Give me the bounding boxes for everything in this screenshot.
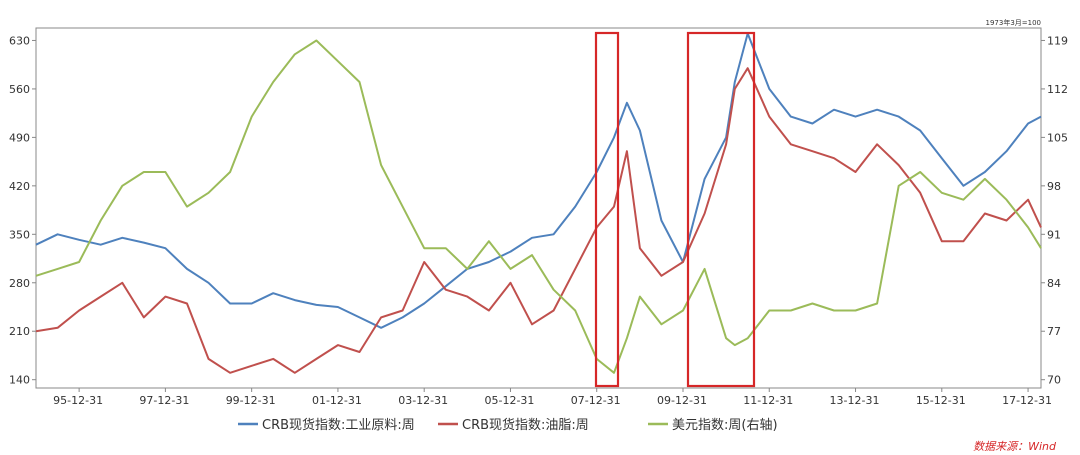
y-left-tick-label: 490 <box>9 131 30 144</box>
unit-note: 1973年3月=100 <box>986 18 1042 27</box>
axis-layer: 140 210 280 350 420 490 560 630 70 77 84 91 98 105 112… <box>9 34 1068 407</box>
y-left-tick-label: 280 <box>9 277 30 290</box>
x-tick-label: 07-12-31 <box>571 394 621 407</box>
legend: CRB现货指数:工业原料:周 CRB现货指数:油脂:周 美元指数:周(右轴) <box>238 417 778 433</box>
series-line-3 <box>35 39 1042 374</box>
y-right-tick-label: 91 <box>1047 228 1061 241</box>
x-tick-label: 95-12-31 <box>53 394 103 407</box>
y-left-tick-label: 210 <box>9 325 30 338</box>
y-left-tick-label: 350 <box>9 228 30 241</box>
x-tick-label: 09-12-31 <box>657 394 707 407</box>
x-tick-label: 01-12-31 <box>312 394 362 407</box>
x-tick-label: 11-12-31 <box>743 394 793 407</box>
y-right-tick-label: 77 <box>1047 325 1061 338</box>
y-right-tick-label: 119 <box>1047 34 1068 47</box>
y-left-tick-label: 630 <box>9 34 30 47</box>
x-tick-label: 17-12-31 <box>1002 394 1052 407</box>
x-tick-label: 15-12-31 <box>916 394 966 407</box>
y-right-tick-label: 105 <box>1047 131 1068 144</box>
series-line-2 <box>35 67 1042 374</box>
y-right-tick-label: 98 <box>1047 180 1061 193</box>
x-tick-label: 97-12-31 <box>139 394 189 407</box>
highlight-layer <box>594 31 756 388</box>
legend-label-1: CRB现货指数:工业原料:周 <box>262 417 415 433</box>
legend-label-2: CRB现货指数:油脂:周 <box>462 417 589 433</box>
x-tick-label: 05-12-31 <box>484 394 534 407</box>
legend-label-3: 美元指数:周(右轴) <box>672 418 778 433</box>
series-layer <box>35 32 1042 374</box>
plot-area <box>35 27 1042 389</box>
y-left-tick-label: 560 <box>9 83 30 96</box>
x-tick-label: 03-12-31 <box>398 394 448 407</box>
highlight-box-2008 <box>594 31 620 388</box>
x-tick-label: 99-12-31 <box>226 394 276 407</box>
y-left-tick-label: 140 <box>9 374 30 387</box>
x-tick-label: 13-12-31 <box>830 394 880 407</box>
series-line-1 <box>35 32 1042 329</box>
y-right-tick-label: 112 <box>1047 83 1068 96</box>
source-note: 数据来源：Wind <box>973 440 1057 453</box>
y-right-tick-label: 70 <box>1047 374 1061 387</box>
y-right-tick-label: 84 <box>1047 277 1061 290</box>
y-left-tick-label: 420 <box>9 180 30 193</box>
highlight-box-2010-2011 <box>686 31 756 388</box>
